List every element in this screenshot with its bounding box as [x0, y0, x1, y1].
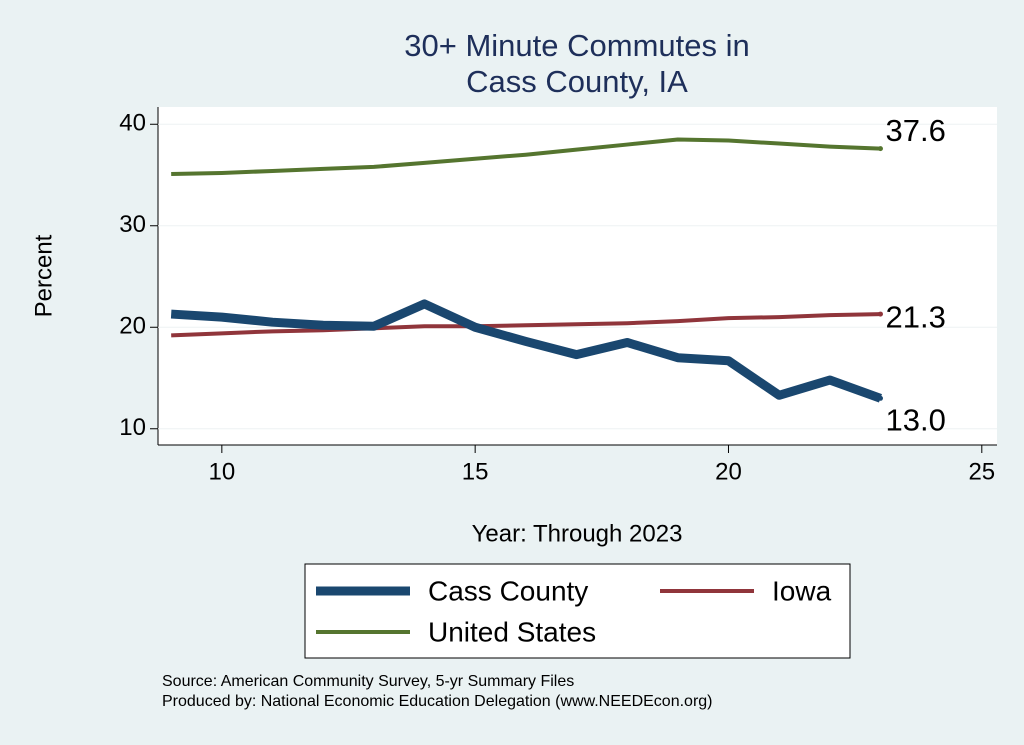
data-label: 37.6 [885, 113, 945, 148]
source-note: Source: American Community Survey, 5-yr … [162, 673, 574, 690]
legend-label: Iowa [772, 575, 832, 606]
x-tick-label: 25 [968, 458, 995, 485]
y-tick-label: 40 [119, 110, 146, 137]
x-tick-label: 20 [715, 458, 742, 485]
data-label: 13.0 [885, 402, 945, 437]
y-tick-label: 20 [119, 313, 146, 340]
legend-label: Cass County [428, 575, 588, 606]
series-line [170, 299, 882, 403]
end-marker [877, 395, 883, 401]
producer-note: Produced by: National Economic Education… [162, 693, 713, 710]
y-tick-label: 30 [119, 211, 146, 238]
chart-title: Cass County, IA [466, 64, 688, 99]
end-marker [877, 146, 883, 152]
x-tick-label: 15 [462, 458, 489, 485]
y-axis-label: Percent [30, 234, 57, 317]
y-tick-label: 10 [119, 414, 146, 441]
legend-label: United States [428, 616, 596, 647]
data-label: 21.3 [885, 299, 945, 334]
chart-title: 30+ Minute Commutes in [404, 28, 749, 63]
x-tick-label: 10 [208, 458, 235, 485]
series-line [171, 137, 881, 176]
series-line [171, 312, 881, 338]
x-axis-label: Year: Through 2023 [472, 520, 683, 547]
legend-box [304, 563, 851, 659]
end-marker [877, 311, 883, 317]
